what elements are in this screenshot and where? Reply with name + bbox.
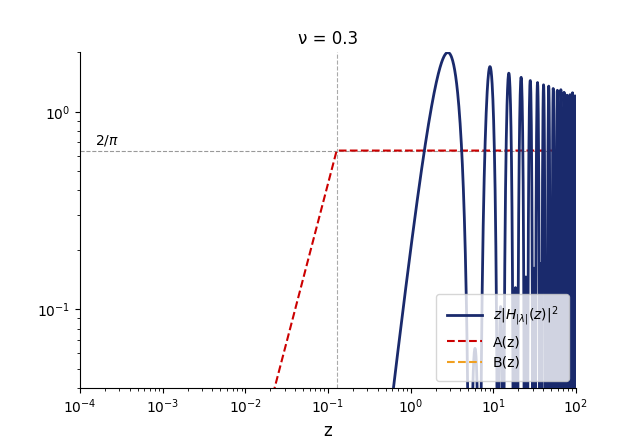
A(z)	[333, 148, 340, 153]
A(z)	[467, 148, 475, 153]
A(z)	[558, 148, 566, 153]
Text: $2/\pi$: $2/\pi$	[95, 133, 118, 148]
$z|H_{|\lambda|}(z)|^2$	[444, 50, 452, 55]
$z|H_{|\lambda|}(z)|^2$	[558, 215, 566, 220]
A(z)	[572, 148, 580, 153]
$z|H_{|\lambda|}(z)|^2$	[572, 240, 580, 245]
$z|H_{|\lambda|}(z)|^2$	[558, 409, 566, 415]
Line: $z|H_{|\lambda|}(z)|^2$: $z|H_{|\lambda|}(z)|^2$	[80, 52, 576, 436]
A(z)	[304, 258, 312, 263]
Legend: $z|H_{|\lambda|}(z)|^2$, A(z), B(z): $z|H_{|\lambda|}(z)|^2$, A(z), B(z)	[436, 294, 569, 381]
A(z)	[558, 148, 566, 153]
X-axis label: z: z	[324, 422, 332, 436]
Line: A(z): A(z)	[80, 150, 576, 436]
A(z)	[317, 207, 325, 212]
Title: ν = 0.3: ν = 0.3	[298, 30, 358, 48]
